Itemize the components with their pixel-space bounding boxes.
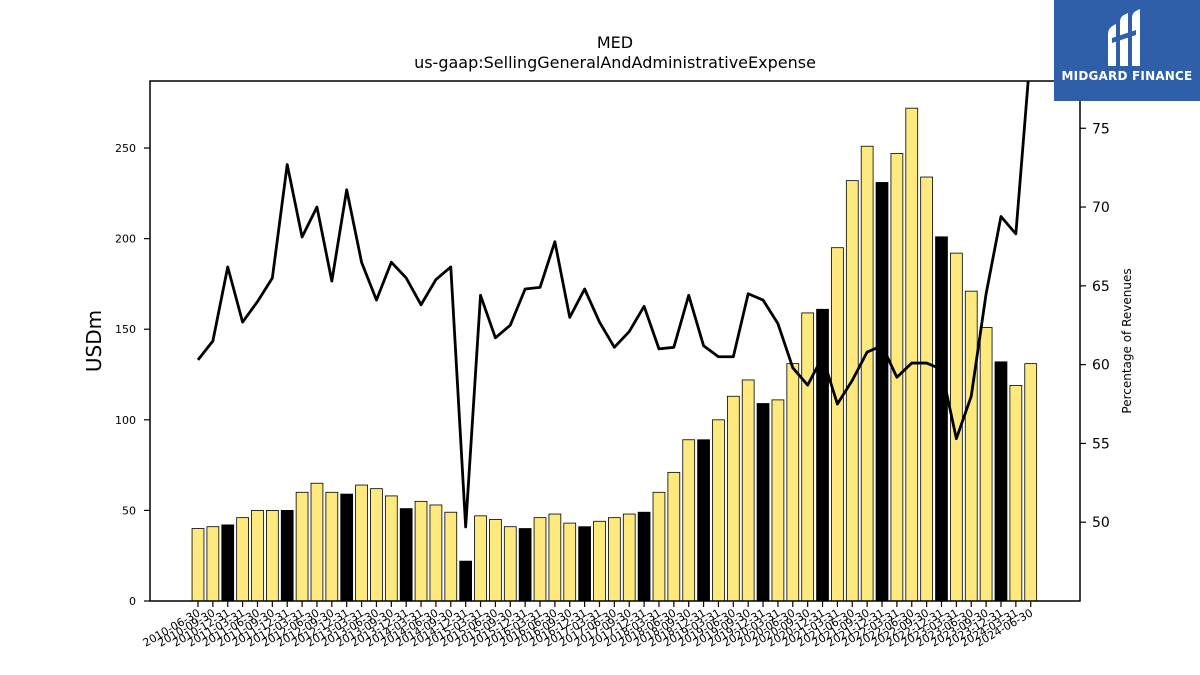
y2-tick-label: 60 [1092,358,1110,374]
quarter-bar [444,511,458,602]
quarter-bar [1009,384,1023,602]
plot-frame [149,80,1081,602]
annual-bar [578,526,591,602]
y-tick-label: 0 [129,595,136,608]
quarter-bar [265,510,279,602]
y-axis-label: USDm [82,310,106,372]
quarter-bar [489,519,502,602]
quarter-bar [771,399,785,602]
y-tick-label: 200 [115,233,136,246]
quarter-bar [726,395,740,602]
y2-tick-label: 55 [1092,436,1110,452]
y2-tick-label: 65 [1092,279,1110,295]
quarter-bar [325,491,339,602]
quarter-bar [236,517,249,602]
y2-tick-label: 50 [1092,515,1110,531]
quarter-bar [920,176,933,602]
quarter-bar [429,504,443,602]
quarter-bar [831,247,844,602]
percentage-of-revenues-line [196,81,1030,529]
quarter-bar [414,500,428,602]
quarter-bar [548,513,562,602]
quarter-bar [370,488,383,602]
quarter-bar [801,312,815,602]
annual-bar [697,439,710,602]
quarter-bar [310,482,324,602]
quarter-bar [905,107,919,602]
quarter-bar [682,439,696,602]
y2-tick-label: 75 [1092,121,1110,137]
quarter-bar [845,180,859,602]
quarter-bar [1024,363,1038,602]
quarter-bar [593,520,606,602]
logo-text: MIDGARD FINANCE [1061,69,1193,83]
line-series [196,81,1030,529]
annual-bar [399,508,413,602]
annual-bar [221,524,235,602]
y2-axis-label: Percentage of Revenues [1120,268,1134,413]
quarter-bar [667,471,681,602]
annual-bar [875,182,889,602]
midgard-m-logo-icon [1108,9,1140,66]
quarter-bar [563,522,577,602]
annual-bar [340,493,354,602]
midgard-finance-logo: MIDGARD FINANCE [1054,0,1200,101]
quarter-bar [474,515,487,602]
chart-subtitle: us-gaap:SellingGeneralAndAdministrativeE… [414,53,816,72]
quarter-bar [712,419,725,602]
quarter-bar [355,484,368,602]
y2-tick-label: 70 [1092,200,1110,216]
quarter-bar [191,528,205,602]
quarter-bar [979,327,993,602]
y-tick-label: 150 [115,323,136,336]
quarter-bar [860,145,874,602]
quarter-bar [384,495,398,602]
y-tick-label: 50 [122,504,136,517]
y-tick-label: 250 [115,142,136,155]
axes: 0501001502002505055606570752010-06-30201… [115,121,1110,649]
annual-bar [280,510,294,602]
annual-bar [459,560,473,602]
chart-title: MED [597,33,633,52]
quarter-bar [786,363,800,602]
quarter-bar [206,526,220,602]
annual-bar [816,308,829,602]
quarter-bar [608,517,621,602]
annual-bar [756,403,770,602]
bar-series [191,107,1038,602]
annual-bar [518,528,532,602]
quarter-bar [503,526,517,602]
annual-bar [994,361,1008,602]
quarter-bar [741,379,755,602]
quarter-bar [964,290,978,602]
quarter-bar [533,517,547,602]
quarter-bar [622,513,636,602]
annual-bar [637,511,651,602]
annual-bar [935,236,948,602]
quarter-bar [295,491,309,602]
y-tick-label: 100 [115,414,136,427]
quarter-bar [251,510,264,602]
quarter-bar [652,491,666,602]
